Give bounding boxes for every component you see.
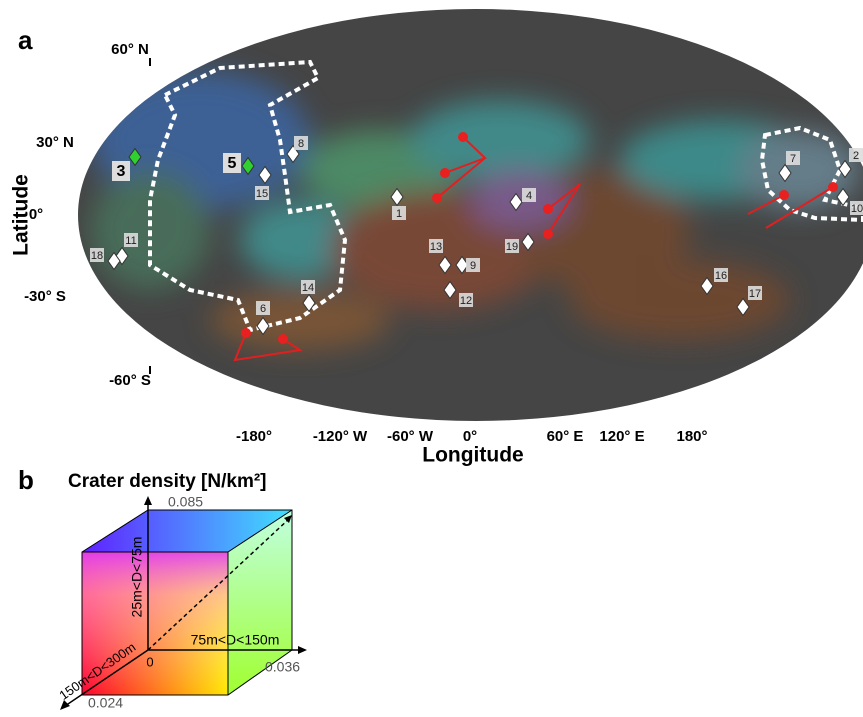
lat-tick-label: 0° (29, 206, 43, 223)
site-label-box (714, 268, 728, 282)
site-label-box (850, 201, 863, 215)
site-label: 15 (256, 188, 268, 200)
site-marker (128, 147, 142, 167)
site-label: 2 (853, 150, 859, 162)
site-label-box (459, 293, 473, 307)
site-marker (438, 255, 452, 275)
site-label-box (429, 239, 443, 253)
cube-max-label: 0.085 (168, 494, 203, 510)
site-label-box (90, 248, 104, 262)
highlight-label-box (112, 161, 130, 181)
site-marker (107, 251, 121, 271)
site-label-box (256, 301, 270, 315)
site-label-box (392, 206, 406, 220)
site-label: 10 (851, 203, 863, 215)
site-marker (443, 280, 457, 300)
site-label-box (748, 286, 762, 300)
cube-title: Crater density [N/km²] (68, 471, 267, 492)
site-label: 19 (506, 241, 518, 253)
site-label-box (294, 136, 308, 150)
highlight-label: 5 (228, 155, 237, 172)
lat-tick-label: 60° N (111, 41, 149, 58)
site-marker (115, 246, 129, 266)
panel-label: b (18, 465, 34, 495)
site-marker (258, 165, 272, 185)
site-label-box (255, 186, 269, 200)
site-marker (390, 187, 404, 207)
site-label: 4 (526, 190, 532, 202)
lon-tick-label: 120° E (599, 428, 644, 445)
site-label: 12 (460, 295, 472, 307)
highlight-label-box (223, 153, 241, 173)
lat-tick-label: -60° S (109, 372, 151, 389)
site-marker (700, 276, 714, 296)
site-label: 11 (125, 235, 136, 247)
lon-tick-label: 180° (676, 428, 707, 445)
site-marker (241, 156, 255, 176)
site-marker (302, 293, 316, 313)
site-label-box (466, 258, 480, 272)
color-cube (60, 496, 307, 710)
site-marker (836, 187, 850, 207)
cube-axis-label: 25m<D<75m (129, 537, 145, 618)
site-label: 8 (298, 138, 304, 150)
cube-axis-label: 75m<D<150m (191, 632, 280, 648)
panel-label: a (18, 25, 33, 55)
lon-tick-label: -120° W (313, 428, 368, 445)
site-label-box (505, 239, 519, 253)
lat-tick-label: 30° N (36, 134, 74, 151)
site-label-box (301, 280, 315, 294)
map (78, 9, 863, 421)
site-marker (778, 163, 792, 183)
site-marker (521, 232, 535, 252)
site-marker (509, 192, 523, 212)
site-label-box (849, 148, 863, 162)
site-label-box (522, 188, 536, 202)
site-label: 1 (396, 208, 402, 220)
cube-max-label: 0.024 (88, 695, 123, 711)
site-label: 9 (470, 260, 476, 272)
lon-tick-label: 0° (463, 428, 477, 445)
site-label: 7 (790, 153, 796, 165)
lon-tick-label: 60° E (547, 428, 584, 445)
site-label: 16 (715, 270, 727, 282)
lat-tick-label: -30° S (24, 288, 66, 305)
site-label: 18 (91, 250, 103, 262)
site-label: 6 (260, 303, 266, 315)
site-label-box (786, 151, 800, 165)
site-label-box (124, 233, 138, 247)
site-label: 14 (302, 282, 314, 294)
lon-tick-label: -180° (236, 428, 272, 445)
cube-max-label: 0.036 (265, 659, 300, 675)
cube-origin: 0 (146, 654, 153, 669)
lon-tick-label: -60° W (387, 428, 434, 445)
site-label: 17 (749, 288, 761, 300)
site-marker (838, 159, 852, 179)
site-marker (256, 316, 270, 336)
highlight-label: 3 (117, 163, 126, 180)
x-axis-label: Longitude (422, 444, 523, 467)
site-label: 13 (430, 241, 442, 253)
site-marker (736, 297, 750, 317)
y-axis-label: Latitude (10, 174, 33, 256)
